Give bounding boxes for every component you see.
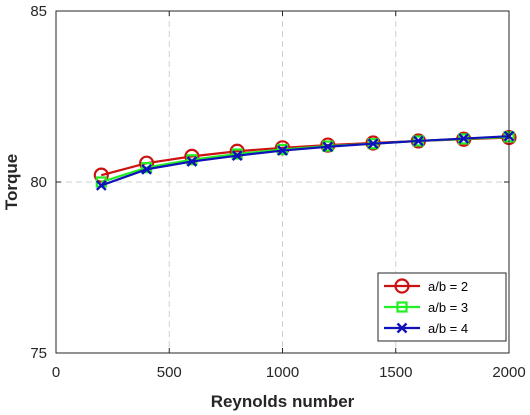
x-marker-stroke xyxy=(322,141,334,153)
y-tick-label: 80 xyxy=(30,174,47,191)
x-marker-stroke xyxy=(367,138,379,150)
data-point xyxy=(322,141,334,153)
series-layer xyxy=(93,129,517,191)
legend-marker xyxy=(394,278,410,294)
data-point xyxy=(413,135,424,147)
legend-label: a/b = 4 xyxy=(428,321,468,336)
data-point xyxy=(277,145,288,156)
data-point xyxy=(458,133,470,144)
x-marker-stroke xyxy=(277,145,288,156)
x-tick-label: 500 xyxy=(157,364,182,381)
x-axis-label: Reynolds number xyxy=(211,392,355,411)
data-point xyxy=(367,138,379,150)
data-point xyxy=(141,163,152,175)
x-tick-label: 2000 xyxy=(492,364,525,381)
data-point xyxy=(186,154,198,166)
x-marker-stroke xyxy=(141,163,152,175)
legend-item: a/b = 4 xyxy=(384,321,468,336)
axis-ticks: 0 500 1000 1500 2000 75 80 85 xyxy=(30,3,525,381)
legend-item: a/b = 2 xyxy=(384,278,468,294)
x-marker-stroke xyxy=(396,322,408,334)
x-tick-label: 0 xyxy=(52,364,60,381)
y-axis-label: Torque xyxy=(2,154,21,210)
y-tick-label: 75 xyxy=(30,345,47,362)
data-point xyxy=(95,180,107,191)
x-marker-stroke xyxy=(186,156,198,167)
x-tick-label: 1500 xyxy=(379,364,412,381)
y-tick-label: 85 xyxy=(30,3,47,20)
legend-item: a/b = 3 xyxy=(384,300,468,315)
series-3 xyxy=(95,130,515,191)
series-line xyxy=(100,135,510,187)
x-marker-stroke xyxy=(458,133,470,144)
legend: a/b = 2 a/b = 3 a/b = 4 xyxy=(377,272,507,342)
data-point xyxy=(231,150,243,162)
data-point xyxy=(186,156,198,167)
legend-marker xyxy=(396,301,408,313)
legend-label: a/b = 2 xyxy=(428,279,468,294)
data-point xyxy=(231,148,243,160)
x-marker-stroke xyxy=(231,150,243,162)
x-marker-stroke xyxy=(413,135,424,147)
x-marker-stroke xyxy=(95,180,107,191)
legend-label: a/b = 3 xyxy=(428,300,468,315)
x-tick-label: 1000 xyxy=(266,364,299,381)
legend-marker xyxy=(396,322,408,334)
